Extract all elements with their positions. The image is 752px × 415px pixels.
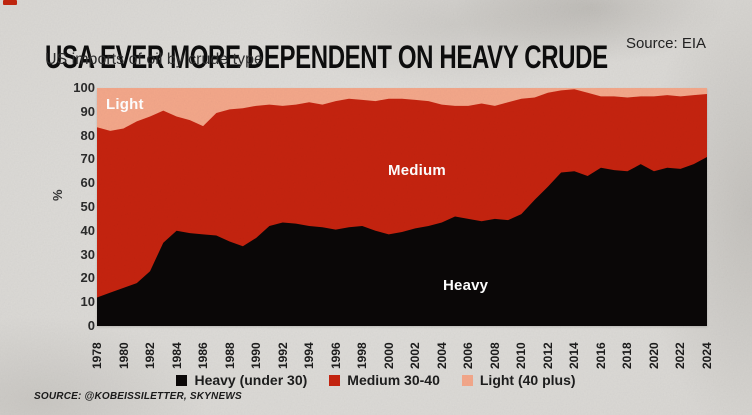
x-tick-label: 2002: [408, 342, 423, 369]
x-tick-label: 2006: [461, 342, 476, 369]
chart-subtitle: US imports of oil by crude type: [45, 51, 263, 68]
stacked-area-plot: [97, 88, 707, 326]
x-tick-label: 2024: [700, 342, 714, 369]
x-tick-label: 1992: [275, 342, 290, 369]
y-tick-label: 70: [80, 151, 95, 167]
x-tick-label: 2008: [487, 342, 502, 369]
y-tick-label: 100: [73, 80, 95, 95]
x-tick-label: 2020: [646, 342, 661, 369]
x-tick-label: 2012: [540, 342, 555, 369]
x-tick-label: 1980: [116, 342, 131, 369]
x-tick-label: 1998: [355, 342, 370, 369]
legend-item: Heavy (under 30): [176, 372, 307, 388]
x-tick-label: 2000: [381, 342, 396, 369]
red-corner-mark: [3, 0, 17, 5]
x-tick-label: 1996: [328, 342, 343, 369]
source-label: Source: EIA: [625, 35, 706, 52]
x-tick-label: 1978: [90, 342, 104, 369]
area-label-heavy: Heavy: [443, 277, 489, 294]
legend-item: Medium 30-40: [329, 372, 440, 388]
x-tick-label: 1984: [169, 342, 184, 369]
x-tick-label: 2018: [620, 342, 635, 369]
area-label-medium: Medium: [388, 162, 446, 179]
y-tick-label: 80: [80, 127, 95, 143]
area-label-light: Light: [106, 96, 144, 113]
x-tick-label: 2004: [434, 342, 449, 369]
y-tick-label: 50: [80, 199, 95, 214]
x-tick-label: 2014: [567, 342, 582, 369]
legend-swatch: [329, 374, 341, 386]
x-tick-label: 1990: [249, 342, 264, 369]
x-tick-label: 2010: [514, 342, 529, 369]
legend-item: Light (40 plus): [461, 372, 576, 388]
legend-label: Medium 30-40: [347, 372, 440, 388]
y-tick-label: 10: [80, 294, 95, 310]
y-tick-label: 90: [80, 103, 95, 119]
legend-label: Light (40 plus): [479, 372, 576, 388]
x-tick-label: 1994: [302, 342, 317, 369]
y-tick-label: 30: [80, 246, 95, 262]
x-tick-label: 1982: [143, 342, 158, 369]
legend: Heavy (under 30) Medium 30-40 Light (40 pl…: [0, 372, 752, 388]
x-tick-label: 1988: [222, 342, 237, 369]
credit-line: SOURCE: @KOBEISSILETTER, SKYNEWS: [34, 391, 242, 402]
legend-label: Heavy (under 30): [194, 372, 308, 388]
x-tick-label: 1986: [196, 342, 211, 369]
legend-swatch: [176, 374, 188, 386]
y-axis-unit-label: %: [50, 189, 65, 201]
legend-swatch: [461, 374, 473, 386]
y-tick-label: 20: [80, 270, 95, 286]
y-tick-label: 0: [87, 318, 95, 333]
x-tick-label: 2016: [593, 342, 608, 369]
x-tick-label: 2022: [673, 342, 688, 369]
y-tick-label: 40: [80, 222, 95, 238]
